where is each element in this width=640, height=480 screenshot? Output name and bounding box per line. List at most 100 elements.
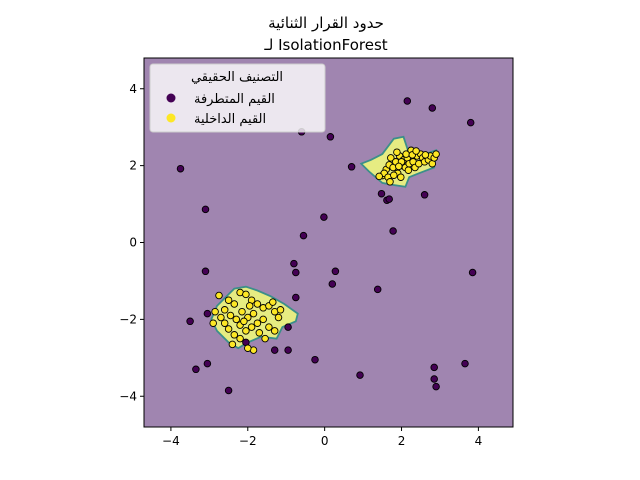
outlier-point	[176, 164, 185, 173]
chart-title-line1: حدود القرار الثنائية	[268, 14, 384, 32]
outlier-point	[466, 118, 475, 127]
inlier-point	[220, 319, 229, 327]
outlier-point	[192, 365, 200, 374]
inlier-point	[393, 148, 401, 156]
inlier-point	[402, 150, 410, 158]
outlier-point	[331, 267, 340, 276]
inlier-point	[242, 327, 250, 335]
inlier-point	[224, 296, 233, 304]
x-tick-label: −2	[239, 434, 257, 448]
outlier-point	[311, 355, 319, 364]
outlier-point	[356, 371, 364, 379]
plot-area	[144, 58, 513, 427]
inlier-point	[432, 150, 440, 158]
inlier-point	[404, 166, 413, 174]
outlier-point	[201, 205, 210, 214]
outlier-point	[326, 133, 335, 141]
legend-label-outliers: القيم المتطرفة	[194, 92, 275, 107]
outlier-point	[299, 231, 308, 240]
outlier-point	[347, 163, 356, 171]
inlier-point	[375, 172, 383, 181]
y-tick-label: 0	[129, 236, 137, 250]
inlier-point	[245, 302, 254, 310]
x-tick-label: 0	[321, 434, 329, 448]
legend-marker-outliers	[166, 93, 176, 103]
outlier-point	[468, 268, 477, 277]
x-tick-label: 2	[398, 434, 406, 448]
inlier-point	[259, 315, 267, 324]
outlier-point	[292, 293, 300, 302]
inlier-point	[217, 313, 225, 322]
inlier-point	[261, 334, 269, 343]
outlier-point	[461, 359, 469, 368]
inlier-point	[232, 315, 241, 324]
inlier-point	[242, 290, 250, 299]
outlier-point	[432, 382, 440, 391]
outlier-point	[377, 189, 386, 198]
inlier-point	[211, 307, 219, 316]
inlier-point	[387, 154, 395, 162]
outlier-point	[290, 259, 298, 268]
inlier-point	[255, 329, 264, 337]
outlier-point	[373, 285, 382, 294]
outlier-point	[270, 346, 279, 354]
chart-title-line2: لـ IsolationForest	[263, 36, 387, 54]
outlier-point	[186, 317, 194, 326]
y-tick-label: 2	[129, 159, 137, 173]
inlier-point	[390, 171, 398, 179]
inlier-point	[386, 178, 394, 186]
inlier-point	[421, 151, 430, 159]
legend: التصنيف الحقيقي القيم المتطرفة القيم الد…	[149, 63, 326, 133]
inlier-point	[247, 323, 256, 331]
outlier-point	[420, 191, 429, 199]
legend-marker-inliers	[166, 113, 176, 123]
inlier-point	[249, 309, 258, 318]
outlier-point	[203, 309, 212, 318]
inlier-point	[395, 162, 403, 171]
legend-label-inliers: القيم الداخلية	[194, 112, 266, 127]
inlier-point	[244, 344, 252, 352]
outlier-point	[430, 363, 438, 372]
outlier-point	[224, 386, 233, 395]
outlier-point	[403, 97, 412, 105]
outlier-point	[430, 375, 438, 383]
inlier-point	[209, 319, 217, 327]
inlier-point	[276, 306, 285, 314]
inlier-point	[226, 311, 235, 320]
inlier-point	[230, 331, 239, 339]
inlier-point	[397, 173, 405, 181]
outlier-point	[203, 359, 212, 368]
outlier-point	[328, 280, 337, 288]
outlier-point	[292, 268, 300, 277]
inlier-point	[215, 291, 223, 300]
inlier-point	[238, 307, 246, 316]
inlier-point	[412, 147, 420, 155]
outlier-point	[201, 267, 210, 276]
y-tick-label: −2	[119, 312, 137, 326]
inlier-point	[270, 327, 279, 335]
inlier-point	[253, 319, 262, 327]
inlier-point	[274, 313, 283, 322]
outlier-point	[385, 195, 393, 203]
axes: −4 −2 0 2 4 −4 −2 0 2 4	[119, 57, 514, 448]
outlier-point	[428, 104, 437, 112]
inlier-point	[236, 334, 244, 343]
legend-box	[149, 63, 326, 133]
y-tick-label: 4	[129, 82, 137, 96]
outlier-point	[284, 323, 292, 331]
inlier-point	[269, 298, 277, 306]
inlier-point	[253, 300, 262, 308]
inlier-point	[224, 325, 233, 333]
y-tick-label: −4	[119, 389, 137, 403]
inlier-point	[230, 300, 239, 308]
outlier-point	[284, 346, 292, 354]
legend-title: التصنيف الحقيقي	[191, 70, 283, 85]
outlier-point	[320, 213, 328, 221]
outlier-point	[389, 227, 397, 235]
x-tick-label: −4	[162, 434, 180, 448]
inlier-point	[228, 340, 237, 349]
x-tick-label: 4	[475, 434, 483, 448]
inlier-point	[265, 323, 273, 331]
inlier-point	[240, 317, 248, 326]
